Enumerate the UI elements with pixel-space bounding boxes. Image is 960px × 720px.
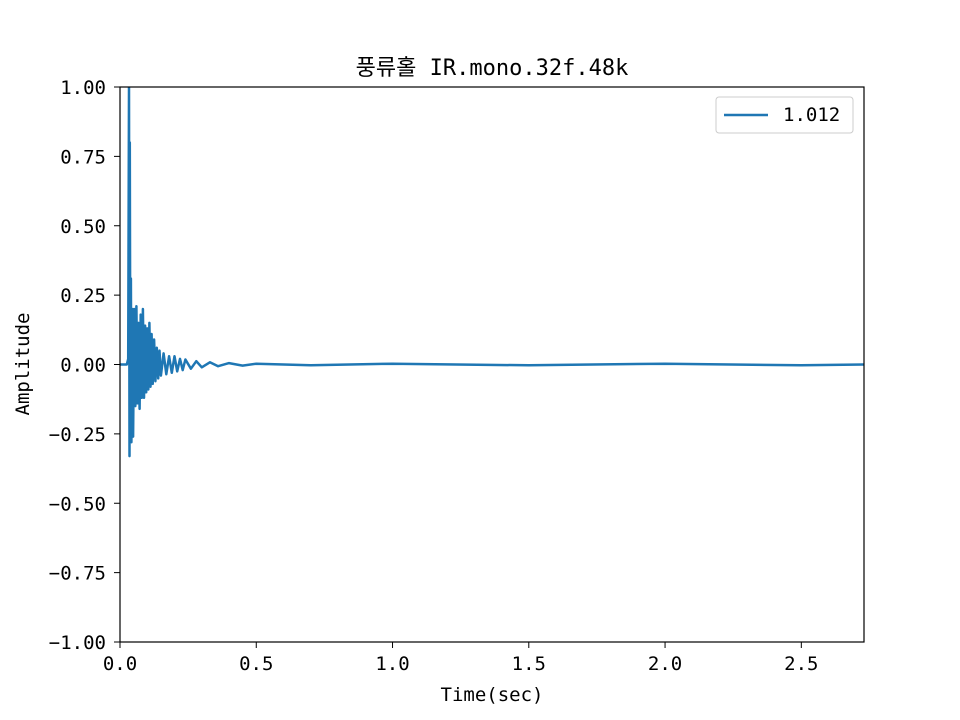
series-point (155, 346, 158, 349)
series-point (127, 358, 130, 360)
series-point (664, 362, 666, 365)
series-point (144, 324, 147, 327)
y-tick-label: 0.75 (60, 146, 106, 168)
series-point (140, 396, 143, 399)
series-point (209, 361, 211, 364)
series-layer (120, 87, 864, 458)
series-point (142, 308, 144, 310)
y-tick-label: 0.25 (60, 285, 106, 307)
x-axis: 0.0 0.5 1.0 1.5 2.0 2.5 (103, 642, 818, 675)
y-axis: 1.00 0.75 0.50 0.25 0.00 −0.25 −0.50 −0.75 −1.00 (49, 77, 120, 654)
series-point (162, 352, 165, 355)
series-point (190, 367, 192, 370)
y-axis-label: Amplitude (12, 313, 34, 416)
x-tick-label: 0.0 (103, 653, 137, 675)
series-point (128, 141, 131, 144)
x-tick-label: 2.5 (784, 653, 818, 675)
series-point (146, 327, 149, 330)
series-point (170, 371, 173, 374)
series-point (151, 383, 154, 385)
y-tick-label: 0.50 (60, 216, 106, 238)
series-point (309, 364, 312, 367)
y-tick-label: 1.00 (60, 77, 106, 99)
series-point (132, 435, 135, 438)
x-tick-label: 1.5 (512, 653, 546, 675)
series-point (200, 366, 203, 369)
series-point (129, 433, 132, 435)
series-point (168, 355, 171, 358)
series-point (150, 333, 153, 335)
series-point (184, 358, 187, 361)
x-tick-label: 1.0 (375, 653, 409, 675)
series-point (131, 308, 134, 310)
series-point (148, 322, 151, 324)
series-point (391, 362, 394, 365)
legend: 1.012 (715, 96, 854, 134)
series-point (149, 385, 152, 388)
series-point (138, 408, 141, 410)
series-point (137, 322, 140, 324)
series-point (134, 405, 137, 407)
series-point (128, 455, 131, 457)
series-point (179, 358, 181, 360)
series-point (181, 369, 184, 371)
series-point (135, 305, 138, 308)
series-point (241, 364, 244, 367)
y-tick-label: 0.00 (60, 355, 106, 377)
series-point (125, 363, 128, 366)
series-point (130, 277, 132, 280)
series-point (130, 441, 133, 444)
series-point (154, 380, 157, 383)
series-point (195, 360, 198, 363)
series-point (153, 338, 156, 341)
series-point (143, 396, 145, 399)
series-point (139, 313, 142, 316)
series-point (147, 388, 150, 391)
series-point (800, 364, 803, 367)
series-point (217, 365, 220, 368)
y-tick-label: −0.50 (49, 493, 106, 515)
x-tick-label: 2.0 (648, 653, 682, 675)
y-tick-label: −0.25 (49, 424, 106, 446)
series-line (120, 87, 864, 458)
series-point (228, 362, 230, 364)
series-point (145, 391, 148, 394)
legend-box (715, 96, 854, 134)
y-tick-label: −1.00 (49, 632, 106, 654)
x-tick-label: 0.5 (239, 653, 273, 675)
series-point (157, 377, 160, 380)
legend-series-label: 1.012 (783, 104, 840, 126)
y-tick-label: −0.75 (49, 563, 106, 585)
series-point (160, 374, 162, 377)
series-point (158, 349, 161, 352)
series-point (527, 364, 530, 367)
series-point (255, 362, 258, 365)
series-point (133, 308, 136, 310)
chart-title: 풍류홀 IR.mono.32f.48k (356, 56, 629, 81)
series-point (176, 370, 179, 373)
x-axis-label: Time(sec) (441, 684, 544, 706)
series-point (173, 355, 176, 358)
series-point (165, 373, 168, 376)
series-point (136, 402, 139, 405)
